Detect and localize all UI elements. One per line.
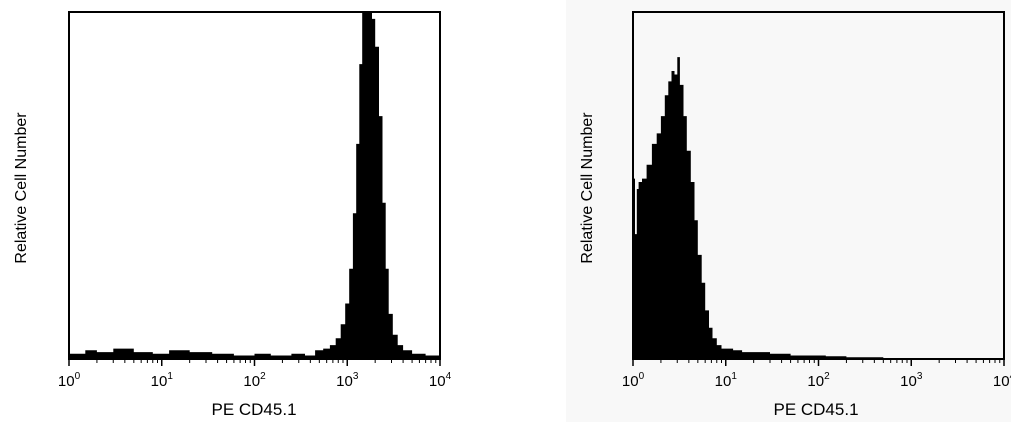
x-axis-label: PE CD45.1 bbox=[211, 400, 297, 419]
x-tick-label: 101 bbox=[715, 371, 738, 390]
x-tick-label: 104 bbox=[993, 371, 1011, 390]
histogram-panel-left: 100 101 102 103 104 Relative Cell Number PE … bbox=[0, 0, 505, 422]
histogram-right-svg: 100 101 102 103 104 bbox=[622, 11, 1011, 390]
histogram-fill-series-0 bbox=[69, 12, 440, 359]
x-axis-label: PE CD45.1 bbox=[773, 400, 859, 419]
x-tick-label: 100 bbox=[58, 371, 81, 390]
x-tick-label: 103 bbox=[336, 371, 359, 390]
x-tick-label: 101 bbox=[151, 371, 174, 390]
histogram-fill-series-0 bbox=[633, 57, 1004, 359]
x-tick-label: 103 bbox=[900, 371, 923, 390]
histogram-left-svg: 100 101 102 103 104 bbox=[58, 11, 452, 390]
x-tick-label: 102 bbox=[243, 371, 266, 390]
x-tick-label: 104 bbox=[429, 371, 452, 390]
x-tick-label: 100 bbox=[622, 371, 645, 390]
x-tick-label: 102 bbox=[807, 371, 830, 390]
